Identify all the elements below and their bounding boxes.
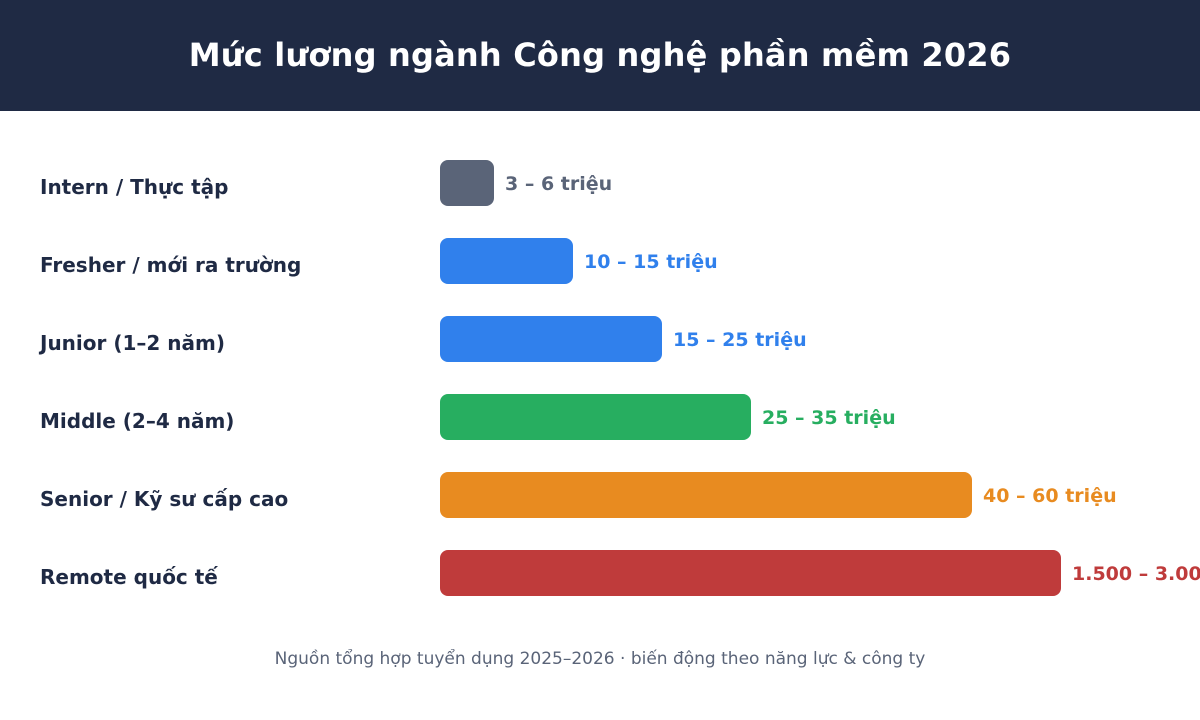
- value-label: 40 – 60 triệu: [983, 485, 1117, 507]
- category-label: Senior / Kỹ sư cấp cao: [40, 487, 289, 511]
- bar: [440, 160, 494, 206]
- value-label: 25 – 35 triệu: [762, 407, 896, 429]
- bar: [440, 550, 1061, 596]
- category-label: Junior (1–2 năm): [40, 331, 225, 355]
- source-footnote: Nguồn tổng hợp tuyển dụng 2025–2026 · bi…: [274, 649, 926, 669]
- value-label: 10 – 15 triệu: [584, 251, 718, 273]
- bar: [440, 394, 751, 440]
- bar: [440, 238, 573, 284]
- bar: [440, 472, 972, 518]
- bar: [440, 316, 662, 362]
- category-label: Remote quốc tế: [40, 565, 218, 589]
- category-label: Middle (2–4 năm): [40, 409, 235, 433]
- category-label: Intern / Thực tập: [40, 175, 229, 199]
- category-label: Fresher / mới ra trường: [40, 253, 302, 277]
- value-label: 3 – 6 triệu: [505, 173, 613, 195]
- header-bar: Mức lương ngành Công nghệ phần mềm 2026: [0, 0, 1200, 111]
- value-label: 15 – 25 triệu: [673, 329, 807, 351]
- value-label: 1.500 – 3.000 USD: [1072, 563, 1200, 585]
- page-title: Mức lương ngành Công nghệ phần mềm 2026: [188, 35, 1012, 74]
